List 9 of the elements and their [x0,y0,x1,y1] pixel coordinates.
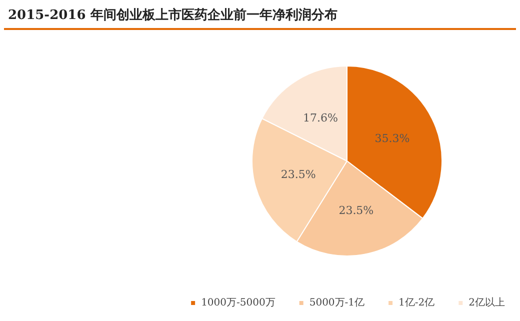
legend-label: 1000万-5000万 [201,298,276,308]
data-label: 23.5% [280,168,316,182]
data-label: 17.6% [302,112,338,125]
data-label: 23.5% [338,204,374,218]
data-label: 35.3% [374,132,410,146]
legend-label: 2亿以上 [468,296,506,308]
legend-label: 1亿-2亿 [398,298,435,308]
chart-title: 2015-2016 年间创业板上市医药企业前一年净利润分布 [8,6,338,24]
legend-label: 5000万-1亿 [309,298,365,308]
